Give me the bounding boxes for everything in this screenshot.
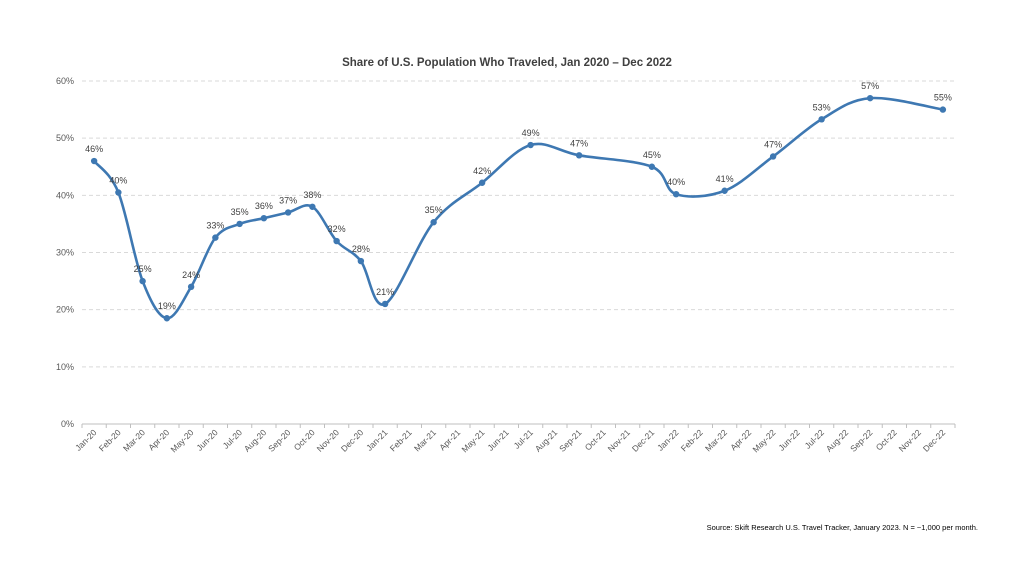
data-label-mar-21: 35%: [425, 205, 443, 215]
data-point-jul-21: [527, 141, 534, 149]
data-label-jul-21: 49%: [522, 128, 540, 138]
x-tick-label: Mar-20: [121, 427, 147, 453]
y-tick-label: 10%: [56, 362, 74, 372]
data-label-dec-21: 45%: [643, 150, 661, 160]
series-line: [92, 96, 945, 320]
data-label-nov-20: 32%: [328, 224, 346, 234]
y-tick-label: 30%: [56, 248, 74, 258]
data-label-sep-20: 37%: [279, 195, 297, 205]
data-label-jan-20: 46%: [85, 144, 103, 154]
data-label-aug-20: 36%: [255, 201, 273, 211]
x-tick-label: May-22: [750, 427, 777, 454]
x-tick-label: Aug-20: [242, 427, 269, 454]
data-point-apr-20: [163, 315, 171, 322]
data-point-aug-20: [260, 215, 268, 222]
y-tick-label: 0%: [61, 419, 74, 429]
y-tick-label: 20%: [56, 305, 74, 315]
data-point-feb-20: [115, 189, 122, 196]
x-tick-label: Jan-20: [73, 427, 99, 453]
data-label-may-20: 24%: [182, 270, 200, 280]
x-tick-label: Sep-21: [557, 427, 584, 454]
x-tick-label: Sep-20: [266, 427, 293, 454]
data-label-may-22: 47%: [764, 139, 782, 149]
x-tick-label: May-21: [459, 427, 486, 454]
x-tick-label: Aug-21: [533, 427, 560, 454]
data-point-sep-21: [575, 152, 583, 159]
data-label-dec-22: 55%: [934, 93, 952, 103]
x-tick-label: Jul-20: [221, 427, 245, 451]
data-point-may-21: [478, 179, 486, 186]
data-point-oct-20: [309, 203, 316, 210]
x-tick-label: Mar-21: [412, 427, 438, 453]
data-point-mar-22: [721, 187, 728, 194]
data-label-mar-20: 25%: [134, 264, 152, 274]
source-note: Source: Skift Research U.S. Travel Track…: [707, 523, 978, 532]
data-label-may-21: 42%: [473, 166, 491, 176]
y-tick-label: 60%: [56, 76, 74, 86]
data-label-sep-21: 47%: [570, 138, 588, 148]
x-tick-label: Jun-21: [485, 427, 511, 453]
data-point-sep-22: [866, 94, 874, 102]
x-tick-label: Feb-21: [388, 427, 414, 453]
x-tick-label: Feb-20: [97, 427, 123, 453]
data-label-mar-22: 41%: [716, 174, 734, 184]
data-point-may-20: [187, 283, 195, 290]
data-label-jan-21: 21%: [376, 287, 394, 297]
data-point-jul-22: [818, 116, 825, 123]
data-label-jul-22: 53%: [813, 102, 831, 112]
x-tick-label: Jul-21: [512, 427, 536, 451]
x-tick-label: Oct-22: [874, 427, 899, 452]
x-tick-label: Apr-21: [437, 427, 462, 452]
data-label-feb-20: 40%: [109, 175, 127, 185]
x-tick-label: Aug-22: [824, 427, 851, 454]
x-tick-label: Jun-20: [194, 427, 220, 453]
data-point-jan-22: [672, 190, 680, 198]
x-tick-label: Jun-22: [776, 427, 802, 453]
data-label-jan-22: 40%: [667, 177, 685, 187]
x-tick-label: Dec-22: [921, 427, 948, 454]
data-point-jun-20: [212, 234, 219, 241]
data-label-sep-22: 57%: [861, 81, 879, 91]
x-tick-label: Nov-20: [315, 427, 342, 454]
x-tick-label: Sep-22: [848, 427, 875, 454]
data-point-dec-20: [357, 257, 365, 265]
data-point-dec-22: [939, 106, 947, 113]
data-label-jul-20: 35%: [231, 207, 249, 217]
x-tick-label: Oct-20: [292, 427, 317, 452]
data-label-dec-20: 28%: [352, 244, 370, 254]
data-point-mar-21: [430, 219, 437, 226]
x-tick-label: Dec-20: [339, 427, 366, 454]
x-tick-label: Jan-22: [655, 427, 681, 453]
data-point-jan-20: [90, 157, 98, 165]
data-label-apr-20: 19%: [158, 301, 176, 311]
x-tick-label: May-20: [168, 427, 195, 454]
x-tick-label: Apr-22: [728, 427, 753, 452]
data-label-jun-20: 33%: [206, 221, 224, 231]
x-tick-label: Dec-21: [630, 427, 657, 454]
y-tick-label: 40%: [56, 190, 74, 200]
x-tick-label: Nov-21: [606, 427, 633, 454]
x-tick-label: Feb-22: [679, 427, 705, 453]
data-point-may-22: [769, 153, 777, 160]
data-label-oct-20: 38%: [303, 190, 321, 200]
data-point-nov-20: [333, 237, 340, 245]
data-point-jan-21: [381, 300, 389, 308]
x-tick-label: Jan-21: [364, 427, 390, 453]
chart-title: Share of U.S. Population Who Traveled, J…: [342, 57, 672, 69]
x-tick-label: Nov-22: [897, 427, 924, 454]
x-tick-label: Mar-22: [703, 427, 729, 453]
x-tick-label: Oct-21: [583, 427, 608, 452]
data-point-jul-20: [236, 220, 243, 228]
data-point-dec-21: [648, 163, 656, 170]
y-tick-label: 50%: [56, 133, 74, 143]
data-point-sep-20: [284, 209, 292, 216]
data-point-mar-20: [139, 277, 146, 285]
x-tick-label: Apr-20: [146, 427, 171, 452]
x-tick-label: Jul-22: [803, 427, 827, 451]
